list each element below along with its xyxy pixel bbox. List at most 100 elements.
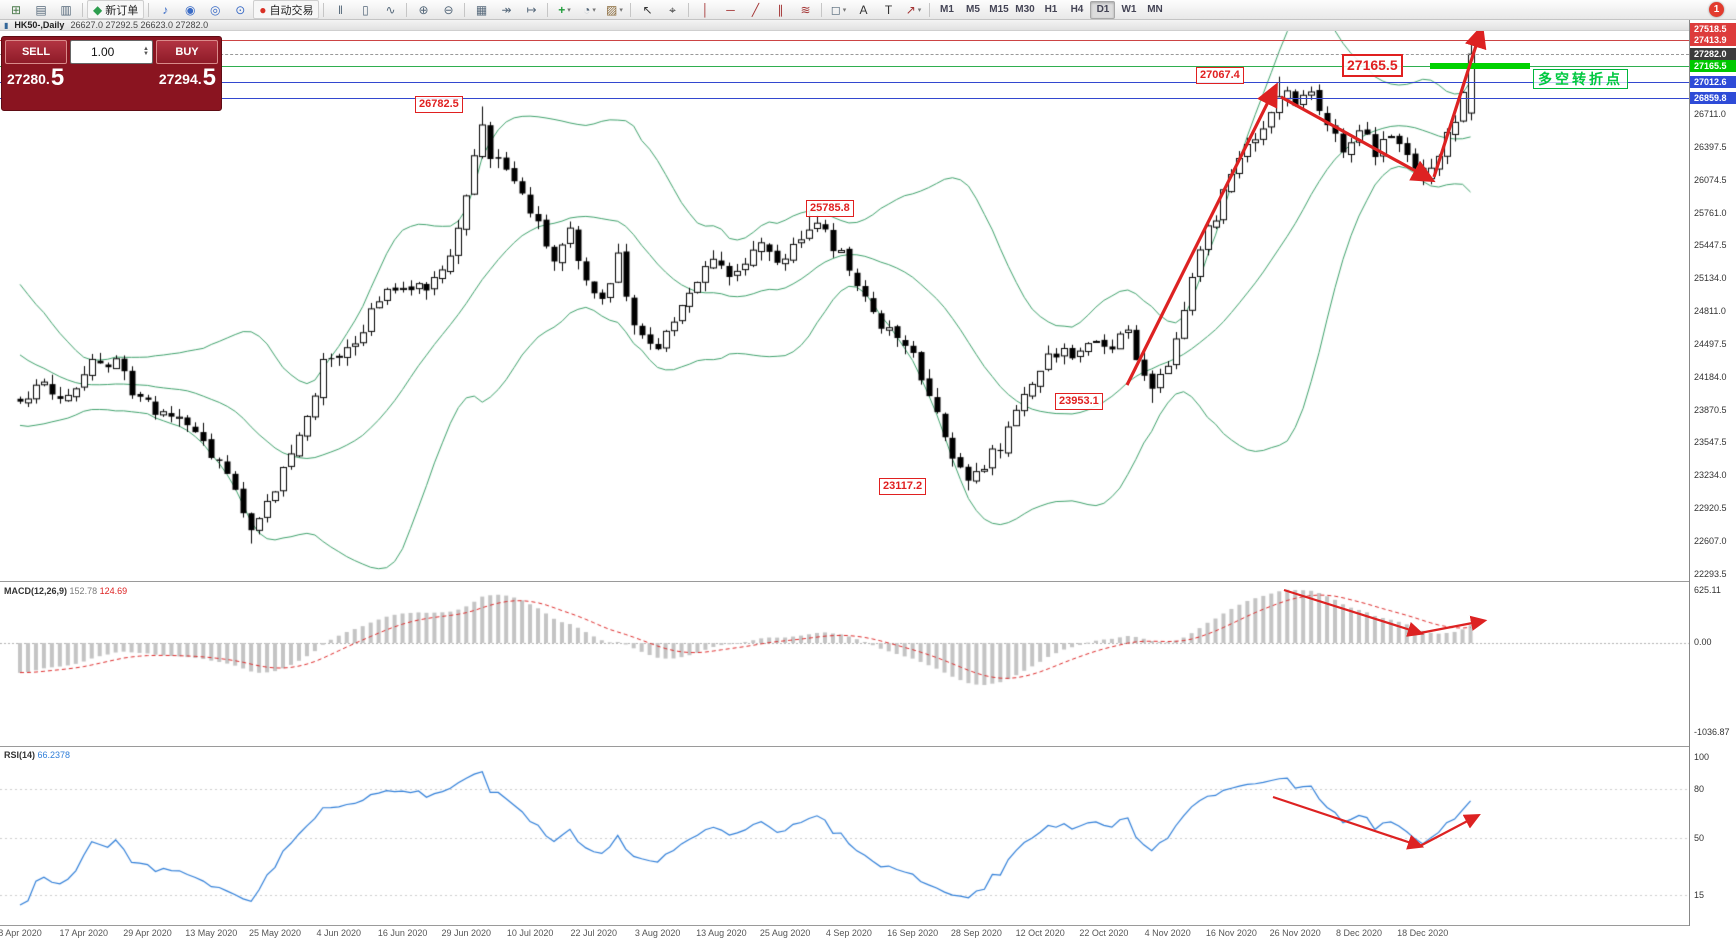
zoom-out-icon[interactable]: ⊖ — [436, 0, 460, 19]
price-label-27165.5[interactable]: 27165.5 — [1342, 54, 1403, 77]
new-chart-icon[interactable]: ⊞ — [4, 0, 28, 19]
rsi-panel-canvas[interactable] — [0, 747, 1689, 925]
volume-stepper[interactable]: ▲ ▼ — [143, 46, 149, 57]
timeframe-w1[interactable]: W1 — [1121, 4, 1137, 15]
text-label-icon: T — [884, 2, 893, 17]
volume-down-icon[interactable]: ▼ — [143, 51, 149, 57]
price-axis[interactable]: 26711.0 26397.5 26074.5 25761.0 25447.5 25134… — [1689, 20, 1736, 926]
timeframe-m1[interactable]: M1 — [940, 4, 954, 15]
vertical-line-icon[interactable]: │ — [693, 0, 717, 19]
price-label-27067.4[interactable]: 27067.4 — [1196, 67, 1244, 84]
breakout-level-line[interactable] — [0, 66, 1689, 68]
candlestick-chart-icon[interactable]: ▯ — [353, 0, 377, 19]
auto-scroll-icon[interactable]: ↠ — [494, 0, 518, 19]
autotrading-button[interactable]: ● 自动交易 — [253, 0, 320, 19]
price-label-26782.5[interactable]: 26782.5 — [415, 96, 463, 113]
toolbar-separator — [464, 2, 466, 17]
price-label-25785.8[interactable]: 25785.8 — [806, 200, 854, 217]
tile-windows-icon: ▦ — [475, 2, 488, 17]
macd-panel-separator[interactable] — [0, 581, 1736, 582]
toolbar-separator — [82, 2, 83, 17]
chart-icon: ▮ — [4, 20, 9, 30]
horizontal-line-icon: ─ — [726, 2, 735, 17]
timeframe-h4[interactable]: H4 — [1070, 4, 1084, 15]
timeframe-h1[interactable]: H1 — [1044, 4, 1058, 15]
text-label-icon[interactable]: T — [876, 0, 900, 19]
tile-windows-icon[interactable]: ▦ — [469, 0, 493, 19]
periods-icon[interactable]: ◔ ▾ — [577, 0, 601, 19]
text-icon[interactable]: A — [851, 0, 875, 19]
new-order-button[interactable]: ◆ 新订单 — [87, 0, 145, 19]
cursor-icon[interactable]: ↖ — [635, 0, 659, 19]
date-axis-label: 16 Jun 2020 — [377, 928, 428, 938]
autotrading-status-icon: ● — [259, 2, 267, 17]
price-axis-tick: 24184.0 — [1694, 371, 1727, 382]
date-axis-label: 22 Jul 2020 — [570, 928, 618, 938]
channel-icon[interactable]: ∥ — [768, 0, 792, 19]
bar-chart-icon[interactable]: ‖ — [328, 0, 352, 19]
price-label-23953.1[interactable]: 23953.1 — [1055, 393, 1103, 410]
timeframe-m30[interactable]: M30 — [1015, 4, 1035, 15]
price-axis-badge-27413.9: 27413.9 — [1690, 34, 1736, 47]
date-axis-label: 25 Aug 2020 — [759, 928, 811, 938]
community-icon[interactable]: ◉ — [178, 0, 202, 19]
sound-alert-icon: ♪ — [162, 2, 169, 17]
fibonacci-icon: ≋ — [800, 2, 811, 17]
notification-badge[interactable]: 1 — [1709, 2, 1724, 17]
zoom-in-icon[interactable]: ⊕ — [411, 0, 435, 19]
dropdown-caret-icon: ▾ — [842, 6, 847, 14]
chart-shift-icon[interactable]: ↦ — [519, 0, 543, 19]
date-axis-label: 8 Dec 2020 — [1335, 928, 1383, 938]
support-line-2[interactable] — [0, 98, 1689, 100]
price-label-23117.2[interactable]: 23117.2 — [879, 478, 927, 495]
timeframe-m5[interactable]: M5 — [966, 4, 980, 15]
buy-price-main: 27294. — [158, 71, 202, 87]
resistance-line-2[interactable] — [0, 40, 1689, 42]
indicators-icon[interactable]: + ▾ — [552, 0, 576, 19]
rsi-axis-tick: 15 — [1694, 890, 1705, 900]
date-axis-label: 29 Jun 2020 — [441, 928, 492, 938]
fibonacci-icon[interactable]: ≋ — [793, 0, 817, 19]
templates-icon[interactable]: ▨ ▾ — [602, 0, 626, 19]
market-search-icon[interactable]: ⊙ — [228, 0, 252, 19]
horizontal-line-icon[interactable]: ─ — [718, 0, 742, 19]
chart-title-bar: ▮ HK50-,Daily 26627.0 27292.5 26623.0 27… — [0, 20, 1689, 31]
arrows-icon[interactable]: ↗ ▾ — [901, 0, 925, 19]
chart-windows-icon: ▥ — [60, 2, 72, 17]
date-axis-label: 29 Apr 2020 — [123, 928, 172, 938]
chart-windows-icon[interactable]: ▥ — [54, 0, 78, 19]
rsi-panel-separator[interactable] — [0, 746, 1736, 747]
trendline-icon[interactable]: ╱ — [743, 0, 767, 19]
macd-name: MACD(12,26,9) — [4, 586, 68, 596]
price-chart-canvas[interactable] — [0, 31, 1689, 581]
volume-value: 1.00 — [91, 45, 115, 59]
price-axis-tick: 22920.5 — [1694, 503, 1727, 514]
price-axis-badge-27165.5: 27165.5 — [1690, 60, 1736, 73]
rsi-value: 66.2378 — [37, 750, 71, 760]
crosshair-icon[interactable]: ⌖ — [660, 0, 684, 19]
profiles-icon[interactable]: ▤ — [29, 0, 53, 19]
timeframe-d1[interactable]: D1 — [1090, 0, 1116, 19]
volume-input[interactable]: 1.00 ▲ ▼ — [70, 40, 153, 64]
timeframe-mn[interactable]: MN — [1147, 4, 1163, 15]
current-price-line[interactable] — [0, 54, 1689, 56]
date-axis[interactable]: 8 Apr 2020 17 Apr 2020 29 Apr 2020 13 May 2… — [0, 926, 1736, 941]
help-icon[interactable]: ◎ — [203, 0, 227, 19]
turning-point-label[interactable]: 多空转折点 — [1533, 69, 1628, 89]
buy-price: 27294. 5 — [158, 66, 216, 90]
rsi-axis-tick: 80 — [1694, 784, 1705, 794]
sound-alert-icon[interactable]: ♪ — [153, 0, 177, 19]
timeframe-m15[interactable]: M15 — [989, 4, 1009, 15]
rsi-indicator-label: RSI(14) 66.2378 — [4, 750, 70, 760]
buy-button[interactable]: BUY — [156, 40, 218, 64]
shapes-icon[interactable]: ◻ ▾ — [826, 0, 850, 19]
date-axis-label: 4 Jun 2020 — [316, 928, 362, 938]
support-line-1[interactable] — [0, 82, 1689, 84]
sell-button[interactable]: SELL — [5, 40, 67, 64]
date-axis-label: 8 Apr 2020 — [0, 928, 42, 938]
price-axis-tick: 26397.5 — [1694, 141, 1727, 152]
macd-panel-canvas[interactable] — [0, 582, 1689, 746]
line-chart-icon[interactable]: ∿ — [378, 0, 402, 19]
volume-up-icon[interactable]: ▲ — [143, 46, 149, 52]
breakout-zone-bar[interactable] — [1430, 63, 1530, 69]
